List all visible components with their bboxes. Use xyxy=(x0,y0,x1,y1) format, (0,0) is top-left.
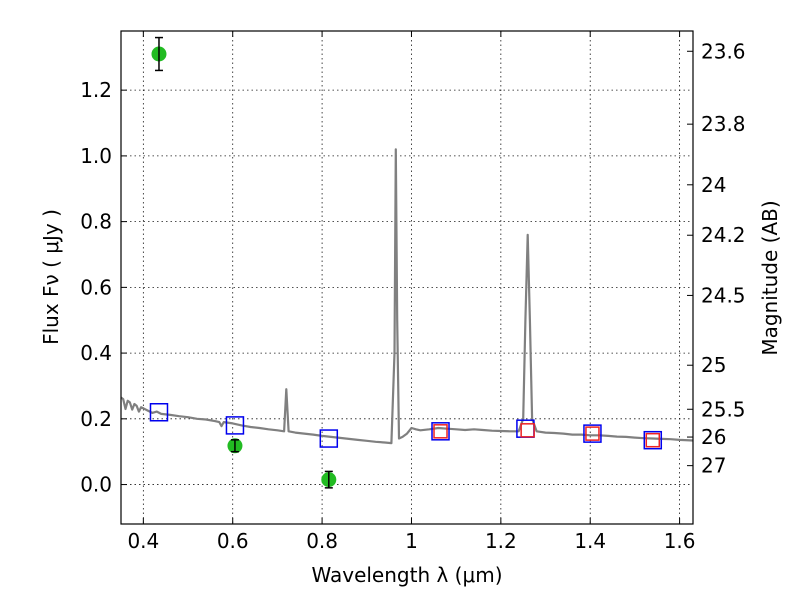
y-tick-label: 0.6 xyxy=(80,275,112,299)
mag-tick-label: 25.5 xyxy=(701,397,746,421)
y-axis-label: Flux Fν ( μJy ) xyxy=(39,209,63,345)
y-tick-label: 1.0 xyxy=(80,144,112,168)
y-tick-label: 0.8 xyxy=(80,210,112,234)
mag-tick-label: 26 xyxy=(701,425,726,449)
photometry-square-marker xyxy=(583,424,602,443)
mag-tick-label: 24.5 xyxy=(701,283,746,307)
photometry-square-marker xyxy=(585,426,600,441)
photometry-square-marker xyxy=(225,416,245,435)
x-tick-label: 0.6 xyxy=(217,529,249,553)
plot-frame xyxy=(120,30,694,525)
x-tick-label: 0.8 xyxy=(306,529,338,553)
mag-tick-label: 24 xyxy=(701,173,726,197)
y-tick-label: 0.4 xyxy=(80,341,112,365)
x-tick-label: 1.4 xyxy=(574,529,606,553)
mag-tick-label: 25 xyxy=(701,353,726,377)
mag-tick-label: 23.8 xyxy=(701,112,746,136)
photometry-square-marker xyxy=(431,422,450,441)
photometry-square-marker xyxy=(149,403,169,422)
mag-tick-label: 27 xyxy=(701,454,726,478)
photometry-square-marker xyxy=(433,424,448,439)
right-y-axis-label: Magnitude (AB) xyxy=(758,200,782,355)
x-tick-label: 1 xyxy=(405,529,418,553)
photometry-square-marker xyxy=(319,429,339,448)
mag-tick-label: 24.2 xyxy=(701,223,746,247)
axis-ticks: 0.4 0.6 0.8 1 1.2 1.4 1.6 0.0 0.2 0.4 0.6 0.8 1.0 1.2… xyxy=(80,31,746,553)
plot-data xyxy=(120,36,694,489)
photometry-square-marker xyxy=(645,432,661,448)
x-tick-label: 1.6 xyxy=(664,529,696,553)
y-tick-label: 0.2 xyxy=(80,407,112,431)
spectrum-line xyxy=(120,148,694,445)
x-tick-label: 1.2 xyxy=(485,529,517,553)
y-tick-label: 0.0 xyxy=(80,473,112,497)
grid xyxy=(121,31,693,524)
photometry-square-marker xyxy=(520,423,535,438)
x-tick-label: 0.4 xyxy=(127,529,159,553)
photometry-square-marker xyxy=(643,430,663,450)
mag-tick-label: 23.6 xyxy=(701,39,746,63)
y-tick-label: 1.2 xyxy=(80,78,112,102)
x-axis-label: Wavelength λ (μm) xyxy=(311,563,502,587)
